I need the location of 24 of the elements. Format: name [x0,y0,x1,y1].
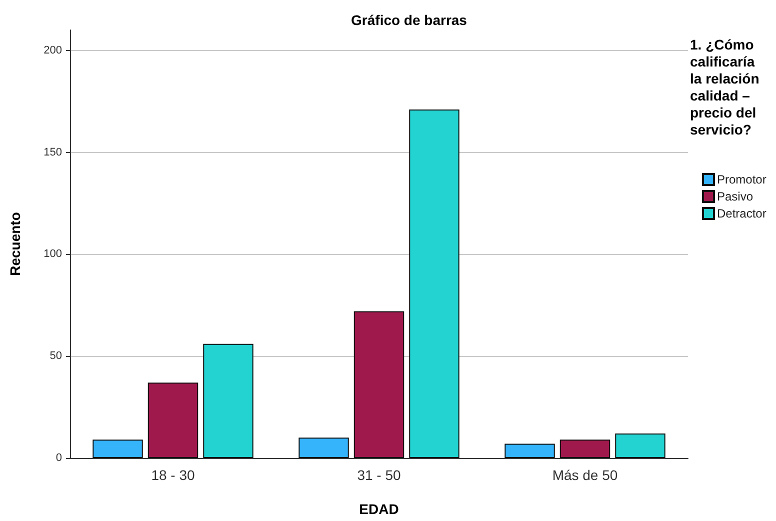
y-tick-label: 50 [50,350,62,362]
y-tick-label: 0 [56,452,62,464]
legend-label: Pasivo [717,190,754,204]
bar [560,440,610,458]
x-tick-label: Más de 50 [552,467,618,483]
x-tick-label: 18 - 30 [151,467,196,483]
bar [148,382,198,458]
bar [409,109,460,458]
y-axis-title: Recuento [7,212,23,276]
y-tick-label: 100 [44,248,62,260]
x-tick-label: 31 - 50 [357,467,402,483]
bar [504,444,555,458]
bar [92,440,143,458]
chart-title: Gráfico de barras [351,12,468,28]
legend-label: Detractor [717,206,766,220]
bar [354,311,404,458]
bar [615,434,666,458]
y-tick-label: 200 [44,44,62,56]
y-tick-label: 150 [44,146,62,158]
bar [203,344,254,458]
x-axis-title: EDAD [359,501,399,517]
legend-title: 1. ¿Cómo calificaría la relación calidad – precio del servicio? [690,36,764,138]
bar [298,438,349,458]
legend-label: Promotor [717,172,766,186]
